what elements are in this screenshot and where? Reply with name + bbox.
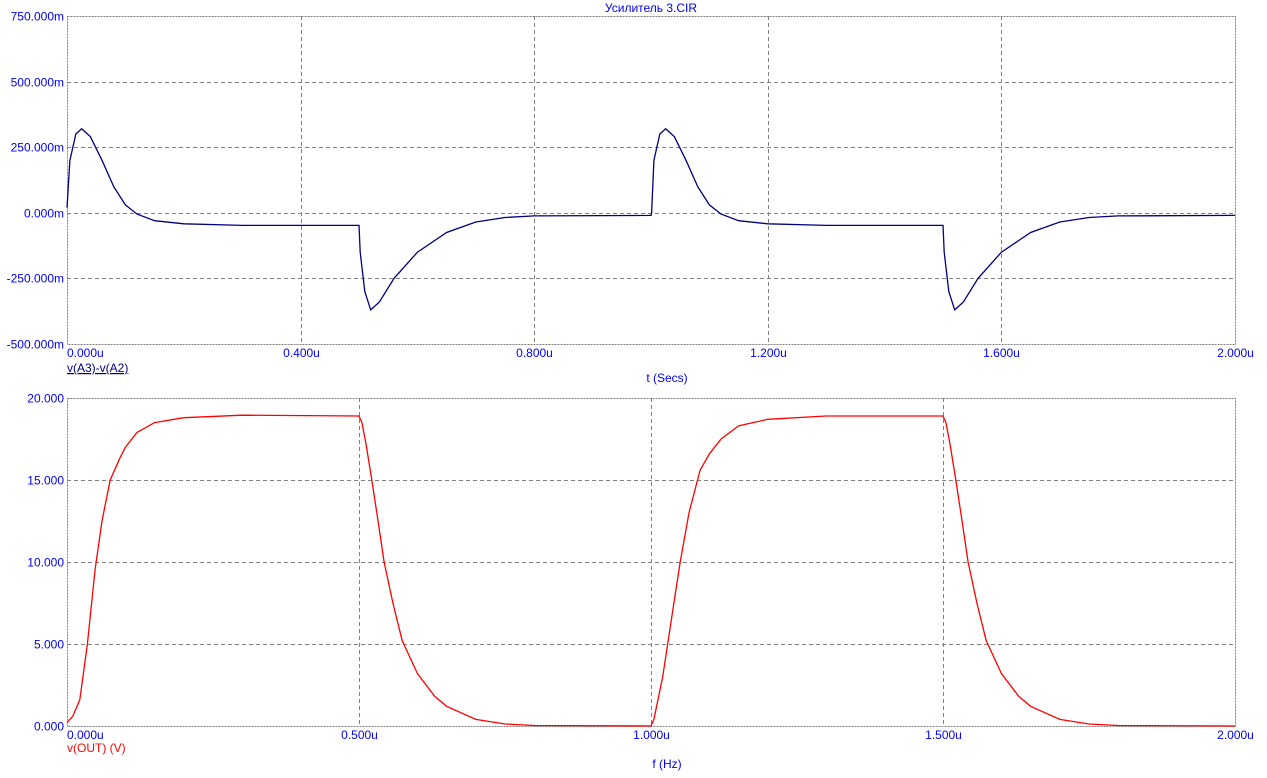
series-label: v(OUT) (V) (67, 741, 126, 755)
y-tick-label: 15.000 (27, 474, 64, 488)
x-tick-label: 0.800u (516, 346, 553, 360)
x-axis-label: t (Secs) (646, 371, 687, 385)
x-tick-label: 2.000u (1217, 346, 1254, 360)
y-tick-label: 10.000 (27, 556, 64, 570)
x-tick-label: 1.500u (925, 728, 962, 742)
plot-frame (67, 16, 1236, 345)
x-tick-label: 0.000u (67, 728, 104, 742)
y-tick-label: 0.000 (34, 720, 64, 734)
plot-frame (67, 398, 1236, 727)
plot-panel-bottom: 0.000u 0.500u 1.000u 1.500u 2.000u 0.000 5.000… (27, 392, 1254, 772)
plot-panel-top: 0.000u 0.400u 0.800u 1.200u 1.600u 2.000u -500… (7, 10, 1254, 386)
x-tick-label: 1.600u (983, 346, 1020, 360)
x-tick-label: 1.000u (633, 728, 670, 742)
x-axis-label: f (Hz) (652, 757, 681, 771)
chart-title: Усилитель 3.CIR (605, 1, 697, 15)
x-tick-label: 1.200u (750, 346, 787, 360)
y-tick-label: 250.000m (11, 141, 64, 155)
y-tick-label: 5.000 (34, 638, 64, 652)
x-tick-label: 0.500u (341, 728, 378, 742)
x-tick-label: 0.000u (67, 346, 104, 360)
series-line (66, 127, 1236, 312)
series-label: v(A3)-v(A2) (67, 361, 128, 375)
y-tick-label: -500.000m (7, 338, 64, 352)
x-tick-label: 2.000u (1217, 728, 1254, 742)
y-tick-label: 750.000m (11, 10, 64, 24)
x-tick-label: 0.400u (283, 346, 320, 360)
y-tick-label: -250.000m (7, 272, 64, 286)
y-tick-label: 500.000m (11, 76, 64, 90)
series-line (66, 414, 1236, 727)
y-tick-label: 20.000 (27, 392, 64, 406)
y-tick-label: 0.000m (24, 207, 64, 221)
